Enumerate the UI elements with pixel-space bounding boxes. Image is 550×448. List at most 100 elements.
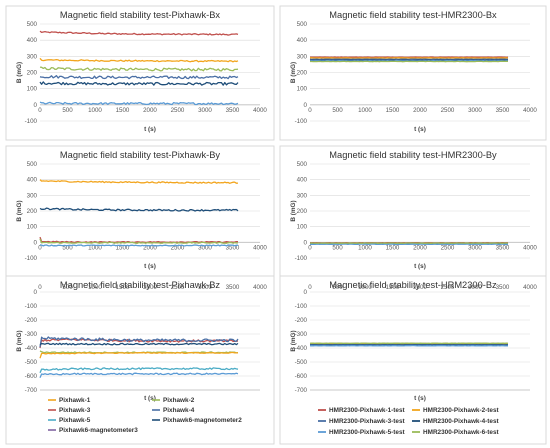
panel-frame xyxy=(5,275,275,445)
chart-title: Magnetic field stability test-Pixhawk-By xyxy=(60,150,221,160)
x-tick-label: 0 xyxy=(308,107,312,114)
x-tick-label: 3500 xyxy=(226,284,240,291)
chart-title: Magnetic field stability test-Pixhawk-Bz xyxy=(60,280,221,290)
y-tick-label: -500 xyxy=(25,359,38,366)
y-tick-label: 400 xyxy=(297,37,308,44)
series-line xyxy=(39,207,239,212)
panel-frame xyxy=(279,275,547,445)
x-axis-label: t (s) xyxy=(144,395,156,402)
panel-frame xyxy=(5,5,275,141)
series-line xyxy=(39,66,239,72)
x-tick-label: 1500 xyxy=(116,244,130,251)
series-line xyxy=(39,101,239,106)
y-axis-label: B (mG) xyxy=(290,62,297,83)
x-tick-label: 1000 xyxy=(358,107,372,114)
y-tick-label: -500 xyxy=(295,359,308,366)
series-line xyxy=(39,57,239,63)
legend-label: Pixhawk-2 xyxy=(163,397,195,404)
x-tick-label: 3000 xyxy=(198,284,212,291)
x-tick-label: 4000 xyxy=(253,244,267,251)
series-line xyxy=(39,75,239,80)
y-tick-label: 300 xyxy=(297,192,308,199)
y-tick-label: 200 xyxy=(297,70,308,77)
legend-label: HMR2300-Pixhawk-5-test xyxy=(329,429,406,436)
y-tick-label: 400 xyxy=(297,177,308,184)
x-axis-label: t (s) xyxy=(414,263,426,270)
series-line xyxy=(39,351,239,359)
x-tick-label: 1500 xyxy=(116,107,130,114)
y-tick-label: 300 xyxy=(297,53,308,60)
x-tick-label: 2500 xyxy=(441,284,455,291)
y-tick-label: 500 xyxy=(27,161,38,168)
y-tick-label: -200 xyxy=(295,317,308,324)
legend-label: HMR2300-Pixhawk-4-test xyxy=(423,418,500,425)
x-tick-label: 1500 xyxy=(386,107,400,114)
y-tick-label: -400 xyxy=(295,345,308,352)
x-tick-label: 500 xyxy=(62,284,73,291)
y-tick-label: -400 xyxy=(25,345,38,352)
y-tick-label: 400 xyxy=(27,37,38,44)
x-tick-label: 500 xyxy=(62,244,73,251)
panel-frame xyxy=(5,145,275,279)
chart-panel-3: Magnetic field stability test-Pixhawk-By… xyxy=(5,145,275,279)
x-tick-label: 2500 xyxy=(171,284,185,291)
legend-label: Pixhawk-5 xyxy=(59,417,91,424)
y-tick-label: 100 xyxy=(27,224,38,231)
x-tick-label: 1500 xyxy=(386,244,400,251)
x-tick-label: 2000 xyxy=(143,107,157,114)
y-tick-label: 100 xyxy=(297,224,308,231)
y-tick-label: 100 xyxy=(297,86,308,93)
x-tick-label: 2000 xyxy=(413,284,427,291)
legend-hmr: HMR2300-Pixhawk-1-test HMR2300-Pixhawk-2-… xyxy=(318,407,500,436)
y-tick-label: 500 xyxy=(297,161,308,168)
y-tick-label: 500 xyxy=(27,21,38,28)
x-tick-label: 1500 xyxy=(116,284,130,291)
y-tick-label: -100 xyxy=(295,255,308,262)
y-tick-label: 0 xyxy=(304,289,308,296)
y-tick-label: 0 xyxy=(304,239,308,246)
legend-label: HMR2300-Pixhawk-6-test xyxy=(423,429,500,436)
x-tick-label: 0 xyxy=(38,244,42,251)
x-tick-label: 1500 xyxy=(386,284,400,291)
y-tick-label: 0 xyxy=(304,102,308,109)
legend-label: HMR2300-Pixhawk-3-test xyxy=(329,418,406,425)
y-axis-label: B (mG) xyxy=(290,330,297,351)
chart-panel-5: Magnetic field stability test-Pixhawk-Bz… xyxy=(5,275,275,445)
chart-title: Magnetic field stability test-HMR2300-By xyxy=(329,150,497,160)
y-tick-label: 0 xyxy=(34,102,38,109)
y-tick-label: 100 xyxy=(27,86,38,93)
y-tick-label: -100 xyxy=(295,303,308,310)
x-tick-label: 500 xyxy=(332,107,343,114)
x-tick-label: 3000 xyxy=(468,284,482,291)
legend-label: Pixhawk-3 xyxy=(59,407,91,414)
y-tick-label: -600 xyxy=(25,373,38,380)
x-tick-label: 500 xyxy=(332,244,343,251)
legend-label: Pixhawk6-magnetometer2 xyxy=(163,417,242,424)
chart-title: Magnetic field stability test-HRM2300-Bz xyxy=(329,280,497,290)
series-line xyxy=(39,342,239,346)
chart-title: Magnetic field stability test-Pixhawk-Bx xyxy=(60,10,221,20)
y-tick-label: 0 xyxy=(34,239,38,246)
x-tick-label: 3000 xyxy=(468,244,482,251)
legend-label: Pixhawk-1 xyxy=(59,397,91,404)
x-axis-label: t (s) xyxy=(144,126,156,133)
panel-frame xyxy=(279,5,547,141)
x-tick-label: 0 xyxy=(38,284,42,291)
x-tick-label: 4000 xyxy=(523,107,537,114)
y-tick-label: -100 xyxy=(25,118,38,125)
y-tick-label: 200 xyxy=(27,70,38,77)
x-tick-label: 1000 xyxy=(358,284,372,291)
y-axis-label: B (mG) xyxy=(16,62,23,83)
series-line xyxy=(39,179,239,184)
legend-label: Pixhawk6-magnetometer3 xyxy=(59,427,138,434)
y-tick-label: -700 xyxy=(295,387,308,394)
legend-label: Pixhawk-4 xyxy=(163,407,195,414)
y-tick-label: -600 xyxy=(295,373,308,380)
x-tick-label: 1000 xyxy=(88,244,102,251)
x-tick-label: 4000 xyxy=(523,244,537,251)
y-tick-label: 400 xyxy=(27,177,38,184)
x-tick-label: 0 xyxy=(308,244,312,251)
x-tick-label: 2500 xyxy=(441,107,455,114)
x-tick-label: 3500 xyxy=(496,284,510,291)
